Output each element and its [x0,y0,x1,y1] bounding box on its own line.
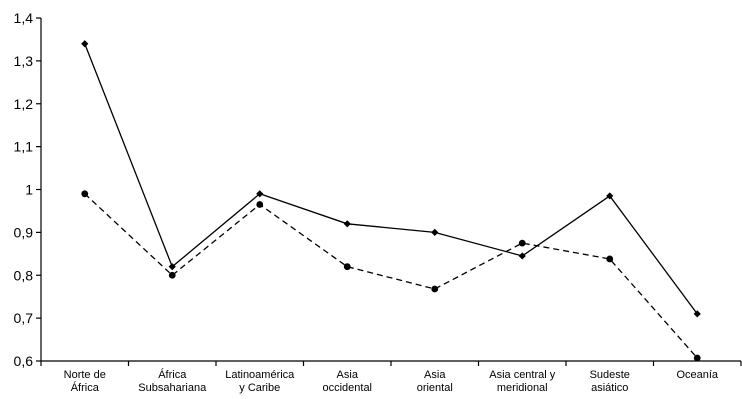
y-tick-label: 0,7 [14,310,34,326]
series-line [84,193,698,359]
data-point-diamond [431,228,439,236]
y-tick-label: 0,9 [14,224,34,240]
data-point-diamond [518,252,526,260]
x-tick-label: Asia oriental [417,369,453,394]
data-point-diamond [81,40,89,48]
x-axis-ticks: Norte de África África Subsahariana Latinoam… [40,361,742,394]
data-point-diamond [693,310,701,318]
x-tick-label: África Subsahariana [138,368,207,394]
x-tick-label: Latinoamérica y Caribe [225,369,295,394]
data-point-circle [81,190,89,198]
axes [40,18,741,362]
x-tick-label: Norte de África [64,369,106,394]
x-tick-label: Asia occidental [322,369,372,394]
data-point-diamond [606,192,614,200]
y-axis-ticks: 0,6 0,7 0,8 0,9 1 1,1 1,2 1,3 1,4 [14,10,41,369]
series-1 [81,40,701,318]
data-point-diamond [343,220,351,228]
y-tick-label: 1 [25,182,33,198]
data-point-diamond [256,190,264,198]
data-point-circle [343,263,351,271]
data-point-circle [606,255,614,263]
data-point-circle [431,285,439,293]
y-tick-label: 0,8 [14,267,34,283]
y-tick-label: 0,6 [14,353,34,369]
data-point-diamond [168,263,176,271]
data-point-circle [256,201,264,208]
y-tick-label: 1,2 [14,96,34,112]
y-tick-label: 1,1 [14,139,34,155]
series-line [84,43,698,315]
y-tick-label: 1,3 [14,53,34,69]
data-point-circle [693,354,701,362]
y-tick-label: 1,4 [14,10,34,26]
data-point-circle [518,239,526,247]
x-tick-label: Asia central y meridional [489,369,556,394]
x-tick-label: Oceanía [676,369,718,381]
series-2 [81,190,701,362]
x-tick-label: Sudeste asiático [590,369,630,394]
series-group [81,40,701,362]
data-point-circle [168,271,176,279]
